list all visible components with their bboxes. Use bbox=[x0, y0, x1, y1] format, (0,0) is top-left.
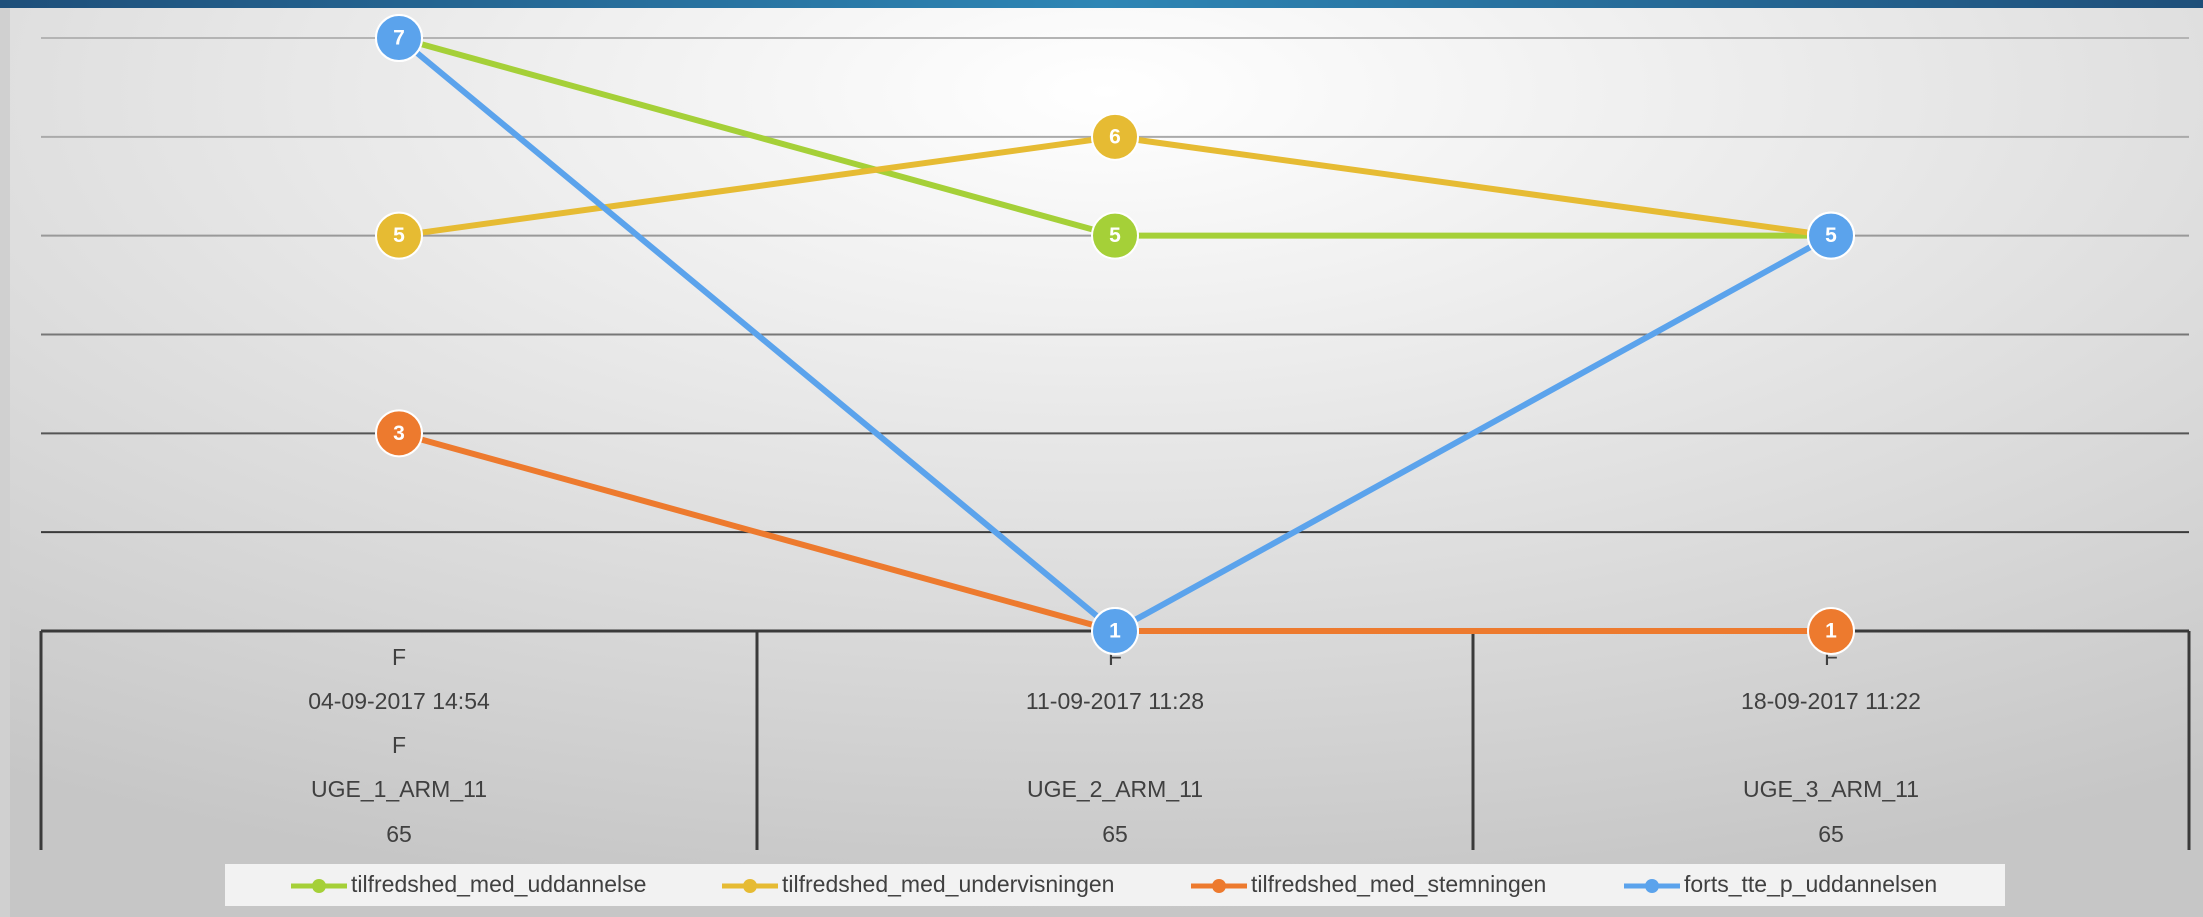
legend-marker bbox=[1212, 879, 1226, 893]
x-category-label: UGE_2_ARM_11 bbox=[1027, 776, 1203, 802]
data-point bbox=[1091, 211, 1139, 260]
data-point bbox=[1091, 607, 1139, 655]
data-point bbox=[1807, 211, 1855, 260]
x-category-label: UGE_3_ARM_11 bbox=[1743, 776, 1919, 802]
legend-marker bbox=[1645, 879, 1659, 893]
data-point bbox=[1091, 112, 1139, 161]
legend-box bbox=[225, 864, 2005, 906]
x-category-label: 11-09-2017 11:28 bbox=[1026, 688, 1204, 714]
legend-marker bbox=[312, 879, 326, 893]
x-category-label: 65 bbox=[1102, 821, 1128, 847]
top-bar bbox=[0, 0, 2203, 8]
x-category-label: F bbox=[392, 644, 406, 670]
x-category-label: 18-09-2017 11:22 bbox=[1741, 688, 1921, 714]
legend-label: forts_tte_p_uddannelsen bbox=[1684, 871, 1937, 897]
x-category-label: 65 bbox=[386, 821, 412, 847]
legend-label: tilfredshed_med_uddannelse bbox=[351, 871, 646, 897]
legend-label: tilfredshed_med_stemningen bbox=[1251, 871, 1546, 897]
data-label: 3 bbox=[393, 422, 405, 445]
data-label: 6 bbox=[1109, 125, 1121, 148]
data-label: 5 bbox=[1825, 224, 1837, 247]
legend-marker bbox=[743, 879, 757, 893]
x-category-label: 04-09-2017 14:54 bbox=[308, 688, 490, 714]
data-label: 1 bbox=[1109, 620, 1121, 643]
legend-label: tilfredshed_med_undervisningen bbox=[782, 871, 1114, 897]
data-point bbox=[375, 409, 423, 458]
x-category-label: UGE_1_ARM_11 bbox=[311, 776, 487, 802]
data-label: 5 bbox=[393, 224, 405, 247]
data-point bbox=[375, 14, 423, 62]
x-category-label: 65 bbox=[1818, 821, 1844, 847]
data-label: 1 bbox=[1825, 620, 1837, 643]
data-label: 5 bbox=[1109, 224, 1121, 247]
data-label: 7 bbox=[393, 27, 405, 50]
data-point bbox=[1807, 607, 1855, 655]
x-category-label: F bbox=[392, 732, 406, 758]
data-point bbox=[375, 211, 423, 260]
